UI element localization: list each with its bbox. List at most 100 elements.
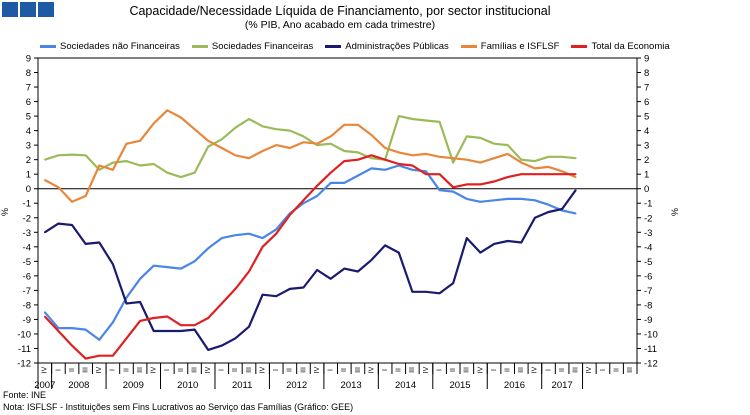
data-point: [329, 277, 332, 280]
data-point: [520, 161, 523, 164]
x-quarter-label: II: [232, 368, 239, 372]
data-point: [275, 232, 278, 235]
x-quarter-label: IV: [423, 366, 430, 373]
y-tick-label-left: 7: [26, 83, 31, 94]
x-quarter-label: I: [600, 369, 607, 371]
data-point: [248, 157, 250, 160]
data-point: [275, 228, 278, 231]
legend-label: Famílias e ISFLSF: [480, 41, 560, 52]
y-tick-label-right: -9: [644, 315, 652, 326]
x-quarter-label: IV: [259, 366, 266, 373]
data-point: [248, 325, 250, 328]
x-quarter-label: II: [123, 368, 130, 372]
data-point: [248, 270, 250, 273]
legend-swatch: [325, 45, 342, 48]
legend-label: Sociedades Financeiras: [211, 41, 314, 52]
chart-subtitle: (% PIB, Ano acabado em cada trimestre): [244, 19, 436, 31]
data-point: [261, 237, 264, 239]
data-point: [343, 150, 346, 152]
data-point: [370, 259, 373, 261]
data-point: [438, 121, 441, 123]
data-point: [152, 330, 155, 332]
x-quarter-label: I: [328, 369, 335, 371]
data-point: [425, 119, 427, 122]
data-point: [534, 167, 536, 170]
x-year-label: 2007: [34, 380, 55, 391]
y-tick-label-right: -8: [644, 300, 652, 311]
data-point: [180, 176, 182, 178]
y-tick-label-right: 1: [644, 170, 649, 181]
data-point: [370, 157, 373, 160]
data-point: [112, 354, 114, 357]
x-quarter-label: III: [82, 367, 89, 373]
x-quarter-label: II: [505, 368, 512, 372]
data-point: [139, 301, 141, 303]
x-quarter-label: IV: [151, 366, 158, 373]
series-line-2: [44, 114, 576, 179]
data-point: [71, 344, 73, 347]
data-point: [574, 173, 577, 175]
data-point: [139, 320, 141, 322]
plot-frame: [37, 57, 638, 364]
legend-item: Famílias e ISFLSF: [460, 41, 560, 52]
x-quarter-label: I: [273, 369, 280, 371]
data-point: [452, 186, 455, 189]
y-tick-label-right: 7: [644, 83, 649, 94]
data-point: [180, 267, 182, 270]
y-tick-label-right: -4: [644, 242, 652, 253]
data-point: [425, 170, 427, 173]
x-quarter-label: I: [545, 369, 552, 371]
data-point: [234, 234, 237, 236]
y-tick-label-left: -11: [18, 344, 31, 355]
data-point: [71, 327, 73, 329]
data-point: [125, 142, 128, 145]
data-point: [261, 150, 264, 152]
y-tick-label-right: 0: [644, 184, 649, 195]
data-point: [411, 164, 414, 167]
data-point: [71, 153, 73, 156]
series-line-4: [44, 109, 577, 203]
data-point: [357, 174, 359, 177]
data-point: [452, 161, 455, 164]
data-point: [193, 171, 196, 174]
x-year-label: 2017: [552, 380, 573, 391]
data-point: [112, 263, 114, 266]
y-tick-label-left: 3: [26, 141, 31, 152]
data-point: [220, 344, 223, 347]
y-tick-label-left: 2: [26, 155, 31, 166]
x-quarter-label: I: [55, 369, 62, 371]
y-tick-label-left: -7: [23, 286, 31, 297]
logo-square: [20, 2, 36, 17]
data-point: [466, 183, 468, 186]
data-point: [574, 189, 577, 191]
data-point: [139, 164, 141, 167]
y-tick-label-right: -6: [644, 271, 652, 282]
data-point: [98, 338, 101, 341]
data-point: [370, 134, 373, 136]
data-point: [289, 288, 291, 290]
data-point: [44, 315, 46, 318]
data-point: [180, 330, 182, 332]
x-quarter-label: III: [137, 367, 144, 373]
data-point: [71, 200, 73, 203]
data-point: [343, 124, 346, 126]
data-point: [193, 128, 196, 130]
data-point: [166, 266, 169, 268]
data-point: [466, 237, 468, 239]
data-point: [84, 154, 87, 157]
legend-item: Sociedades não Financeiras: [40, 41, 180, 52]
data-point: [479, 137, 482, 139]
legend-item: Total da Economia: [571, 41, 670, 52]
legend-swatch: [460, 45, 477, 48]
data-point: [220, 302, 223, 305]
data-point: [112, 169, 114, 171]
legend-label: Total da Economia: [591, 41, 670, 52]
data-point: [316, 185, 318, 187]
data-point: [329, 171, 332, 174]
data-point: [289, 147, 291, 149]
legend-label: Administrações Públicas: [345, 41, 449, 52]
data-point: [329, 182, 332, 184]
x-quarter-label: II: [559, 368, 566, 372]
data-point: [261, 125, 264, 128]
data-point: [316, 269, 318, 271]
